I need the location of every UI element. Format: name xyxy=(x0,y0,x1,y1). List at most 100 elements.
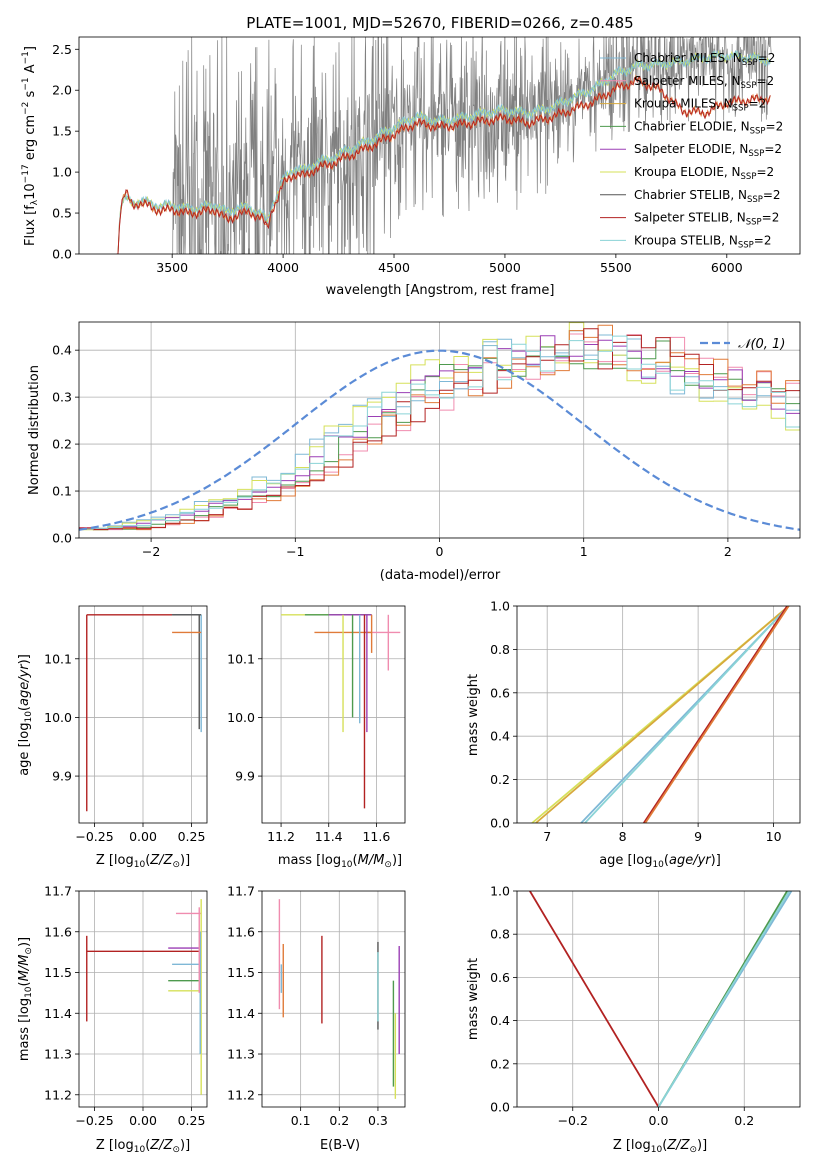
y-tick-label: 0.3 xyxy=(52,390,72,405)
y-tick-label: 11.4 xyxy=(44,1006,72,1021)
y-tick-label: 0.2 xyxy=(490,1056,510,1071)
x-tick-label: −0.2 xyxy=(558,1113,588,1128)
y-tick-label: 9.9 xyxy=(235,769,255,784)
x-tick-label: 11.2 xyxy=(267,829,295,844)
plot-area xyxy=(79,322,800,538)
y-tick-label: 0.0 xyxy=(490,816,510,831)
x-tick-label: 0.00 xyxy=(129,829,157,844)
y-tick-label: 0.2 xyxy=(490,772,510,787)
y-tick-label: 11.7 xyxy=(44,884,72,899)
x-tick-label: 5000 xyxy=(489,260,521,275)
legend-entry: Kroupa STELIB, NSSP=2 xyxy=(634,233,772,250)
y-axis-label: mass weight xyxy=(466,958,481,1040)
axes-frame xyxy=(516,605,801,824)
x-tick-label: −1 xyxy=(286,544,304,559)
histogram-step-line xyxy=(79,328,800,530)
axes-2: −0.25 0.00 0.25 9.9 10.0 10.1 Z [log10(Z/Z⊙)] a… xyxy=(17,605,208,870)
x-axis-label: wavelength [Angstrom, rest frame] xyxy=(326,283,555,298)
histogram-step-line xyxy=(79,330,800,530)
y-tick-label: 0.0 xyxy=(490,1100,510,1115)
x-tick-label: 7 xyxy=(543,829,551,844)
y-tick-label: 0.2 xyxy=(52,437,72,452)
axes-3: 11.2 11.4 11.6 9.9 10.0 10.1 mass [log10(M/M⊙)… xyxy=(227,605,406,870)
plot-area xyxy=(79,606,207,823)
y-tick-label: 11.5 xyxy=(227,965,255,980)
plot-area xyxy=(262,891,405,1107)
axes-7: −0.2 0.0 0.2 0.0 0.2 0.4 0.6 0.8 1.0 Z [log10(Z/Z… xyxy=(466,884,801,1155)
y-tick-label: 11.3 xyxy=(227,1047,255,1062)
plot-area xyxy=(116,37,772,254)
y-tick-label: 2.5 xyxy=(52,42,72,57)
y-tick-label: 11.2 xyxy=(44,1087,72,1102)
x-tick-label: −0.25 xyxy=(75,1113,113,1128)
figure-title: PLATE=1001, MJD=52670, FIBERID=0266, z=0… xyxy=(246,14,633,32)
x-axis-label: Z [log10(Z/Z⊙)] xyxy=(96,853,190,870)
axes-6: 0.1 0.2 0.3 11.2 11.3 11.4 11.5 11.6 11.7 E(B-V) xyxy=(227,884,406,1153)
histogram-step-line xyxy=(79,335,800,530)
y-tick-label: 0.4 xyxy=(490,1013,510,1028)
legend-entry: Chabrier ELODIE, NSSP=2 xyxy=(634,119,783,136)
y-tick-label: 0.8 xyxy=(490,642,510,657)
legend-entry: Salpeter ELODIE, NSSP=2 xyxy=(634,142,782,159)
plot-area xyxy=(517,606,800,823)
y-tick-label: 1.5 xyxy=(52,124,72,139)
histogram-step-line xyxy=(79,322,800,531)
y-tick-label: 0.5 xyxy=(52,206,72,221)
x-tick-label: 0.25 xyxy=(178,1113,206,1128)
x-axis-label: E(B-V) xyxy=(320,1138,360,1153)
y-tick-label: 10.0 xyxy=(227,710,255,725)
x-tick-label: 0.3 xyxy=(368,1113,388,1128)
x-tick-label: 9 xyxy=(694,829,702,844)
axes-frame xyxy=(516,890,801,1108)
y-tick-label: 2.0 xyxy=(52,83,72,98)
cumulative-weight-line xyxy=(643,606,788,823)
x-tick-label: 0.0 xyxy=(649,1113,669,1128)
x-tick-label: 6000 xyxy=(711,260,743,275)
x-tick-label: 8 xyxy=(619,829,627,844)
x-tick-label: 4000 xyxy=(267,260,299,275)
y-tick-label: 0.0 xyxy=(52,247,72,262)
x-tick-label: 0.25 xyxy=(178,829,206,844)
cumulative-weight-line xyxy=(529,891,660,1107)
y-tick-label: 1.0 xyxy=(52,165,72,180)
y-axis-label: mass weight xyxy=(466,674,481,756)
legend-entry: Kroupa ELODIE, NSSP=2 xyxy=(634,165,774,182)
cumulative-weight-line xyxy=(535,606,790,823)
x-tick-label: 0.2 xyxy=(329,1113,349,1128)
axes-frame xyxy=(78,890,208,1108)
y-tick-label: 11.3 xyxy=(44,1047,72,1062)
y-tick-label: 0.0 xyxy=(52,531,72,546)
legend-entry: Salpeter MILES, NSSP=2 xyxy=(634,74,774,91)
y-axis-label: age [log10(age/yr)] xyxy=(17,654,34,776)
x-tick-label: 0 xyxy=(436,544,444,559)
y-tick-label: 0.1 xyxy=(52,484,72,499)
x-tick-label: 0.00 xyxy=(129,1113,157,1128)
x-tick-label: 0.1 xyxy=(291,1113,311,1128)
x-axis-label: (data-model)/error xyxy=(380,568,501,583)
x-tick-label: 0.2 xyxy=(734,1113,754,1128)
model-spectrum-line xyxy=(116,49,771,254)
axes-1: −2 −1 0 1 2 0.0 0.1 0.2 0.3 0.4 (data-model)/error… xyxy=(27,321,801,583)
y-tick-label: 10.0 xyxy=(44,710,72,725)
cumulative-weight-line xyxy=(644,606,790,823)
x-tick-label: 4500 xyxy=(378,260,410,275)
plot-area xyxy=(262,606,405,823)
legend-entry: Salpeter STELIB, NSSP=2 xyxy=(634,211,779,228)
y-tick-label: 0.6 xyxy=(490,970,510,985)
legend-entry: Chabrier STELIB, NSSP=2 xyxy=(634,188,781,205)
x-axis-label: age [log10(age/yr)] xyxy=(599,853,721,870)
y-tick-label: 1.0 xyxy=(490,599,510,614)
axes-frame xyxy=(261,605,406,824)
x-tick-label: −2 xyxy=(142,544,160,559)
x-tick-label: 5500 xyxy=(600,260,632,275)
x-tick-label: 1 xyxy=(580,544,588,559)
plot-area xyxy=(79,891,207,1107)
axes-frame xyxy=(78,605,208,824)
histogram-step-line xyxy=(79,324,800,531)
axes-frame xyxy=(78,321,801,539)
model-spectrum-line xyxy=(116,74,771,254)
x-tick-label: 11.6 xyxy=(362,829,390,844)
observed-spectrum-line xyxy=(172,37,772,254)
y-tick-label: 11.6 xyxy=(44,924,72,939)
